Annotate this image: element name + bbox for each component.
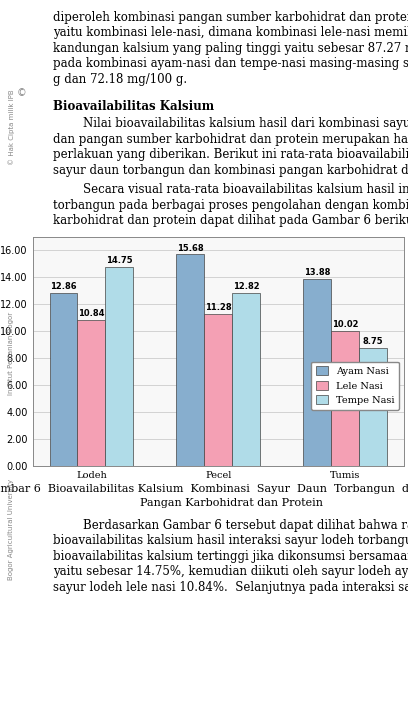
Text: 8.75: 8.75	[363, 337, 384, 347]
Text: Pangan Karbohidrat dan Protein: Pangan Karbohidrat dan Protein	[84, 498, 324, 508]
Bar	[359, 348, 387, 466]
Text: bioavailabilitas kalsium hasil interaksi sayur lodeh torbangun memiliki: bioavailabilitas kalsium hasil interaksi…	[53, 534, 408, 547]
Text: 12.86: 12.86	[50, 282, 77, 291]
Text: 13.88: 13.88	[304, 268, 330, 277]
Text: 12.82: 12.82	[233, 282, 259, 292]
Text: karbohidrat dan protein dapat dilihat pada Gambar 6 berikut ini:: karbohidrat dan protein dapat dilihat pa…	[53, 214, 408, 227]
Text: sayur lodeh lele nasi 10.84%.  Selanjutnya pada interaksi sayur pecel torbangun: sayur lodeh lele nasi 10.84%. Selanjutny…	[53, 581, 408, 594]
Text: torbangun pada berbagai proses pengolahan dengan kombinasi pangan sumber: torbangun pada berbagai proses pengolaha…	[53, 198, 408, 212]
Bar	[105, 267, 133, 466]
Text: 15.68: 15.68	[177, 244, 204, 253]
Text: diperoleh kombinasi pangan sumber karbohidrat dan protein yang berbeda nyata: diperoleh kombinasi pangan sumber karboh…	[53, 11, 408, 23]
Text: 10.84: 10.84	[78, 309, 104, 318]
Text: Bioavailabilitas Kalsium: Bioavailabilitas Kalsium	[53, 100, 214, 113]
Bar	[78, 320, 105, 466]
Text: ©: ©	[16, 88, 26, 98]
Bar	[49, 292, 78, 466]
Text: 11.28: 11.28	[205, 304, 232, 312]
Bar	[303, 279, 331, 466]
Text: sayur daun torbangun dan kombinasi pangan karbohidrat dan protein.: sayur daun torbangun dan kombinasi panga…	[53, 164, 408, 177]
Text: kandungan kalsium yang paling tinggi yaitu sebesar 87.27 mg/100 g. Sedangkan: kandungan kalsium yang paling tinggi yai…	[53, 42, 408, 54]
Bar	[176, 254, 204, 466]
Bar	[331, 331, 359, 466]
Text: dan pangan sumber karbohidrat dan protein merupakan hasil analisis dari: dan pangan sumber karbohidrat dan protei…	[53, 133, 408, 146]
Text: © Hak Cipta milik IPB: © Hak Cipta milik IPB	[8, 89, 15, 165]
Text: 14.75: 14.75	[106, 256, 133, 265]
Text: Secara visual rata-rata bioavailabilitas kalsium hasil interaksi sayur daun: Secara visual rata-rata bioavailabilitas…	[53, 183, 408, 196]
Text: Bogor Agricultural University: Bogor Agricultural University	[8, 479, 14, 580]
Text: bioavailabilitas kalsium tertinggi jika dikonsumsi bersamaan dengan tempe nasi: bioavailabilitas kalsium tertinggi jika …	[53, 550, 408, 563]
Text: Nilai bioavailabilitas kalsium hasil dari kombinasi sayur daun torbangun: Nilai bioavailabilitas kalsium hasil dar…	[53, 117, 408, 131]
Text: yaitu kombinasi lele-nasi, dimana kombinasi lele-nasi memiliki rata-rata: yaitu kombinasi lele-nasi, dimana kombin…	[53, 26, 408, 39]
Bar	[204, 314, 232, 466]
Text: g dan 72.18 mg/100 g.: g dan 72.18 mg/100 g.	[53, 73, 187, 85]
Text: perlakuan yang diberikan. Berikut ini rata-rata bioavailabilitas kalsium interak: perlakuan yang diberikan. Berikut ini ra…	[53, 148, 408, 162]
Text: 10.02: 10.02	[332, 321, 358, 329]
Text: pada kombinasi ayam-nasi dan tempe-nasi masing-masing sebesar 69.95 mg/100: pada kombinasi ayam-nasi dan tempe-nasi …	[53, 57, 408, 70]
Text: yaitu sebesar 14.75%, kemudian diikuti oleh sayur lodeh ayam nasi 12.86%, dan: yaitu sebesar 14.75%, kemudian diikuti o…	[53, 566, 408, 578]
Bar	[232, 293, 260, 466]
Text: Gambar 6  Bioavailabilitas Kalsium  Kombinasi  Sayur  Daun  Torbangun  dan: Gambar 6 Bioavailabilitas Kalsium Kombin…	[0, 484, 408, 493]
Legend: Ayam Nasi, Lele Nasi, Tempe Nasi: Ayam Nasi, Lele Nasi, Tempe Nasi	[311, 361, 399, 410]
Text: Institut Pertanian Bogor: Institut Pertanian Bogor	[8, 311, 14, 395]
Text: Berdasarkan Gambar 6 tersebut dapat dilihat bahwa rata-rata: Berdasarkan Gambar 6 tersebut dapat dili…	[53, 519, 408, 532]
